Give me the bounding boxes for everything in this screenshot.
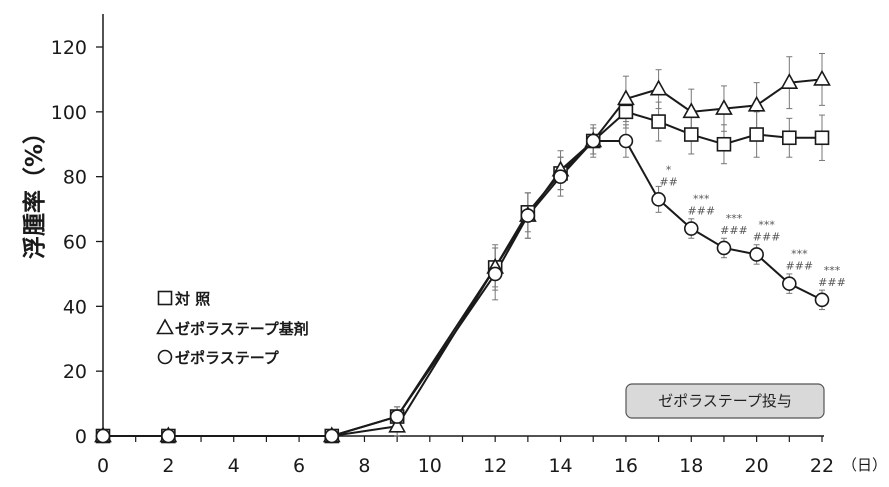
- data-point: [749, 127, 764, 142]
- data-point: [618, 133, 634, 149]
- data-point: [814, 130, 830, 146]
- data-point: [683, 221, 699, 236]
- legend-label: ゼポラステープ基剤: [175, 320, 309, 338]
- significance-hash: ###: [785, 260, 813, 273]
- significance-star: ***: [726, 212, 743, 225]
- significance-star: ***: [758, 218, 775, 231]
- x-tick-label: 18: [679, 455, 703, 477]
- x-tick-label: 4: [228, 455, 240, 477]
- significance-star: ***: [791, 248, 808, 261]
- significance-hash: ##: [659, 175, 677, 188]
- annotation-box-group: ゼポラステープ投与: [625, 383, 825, 419]
- x-tick-label: 0: [97, 455, 109, 477]
- legend-marker-circle: [157, 349, 173, 365]
- data-point: [683, 127, 699, 142]
- x-tick-label: 10: [418, 455, 442, 477]
- significance-marks: *##***###***### ***###***### ***###: [659, 163, 845, 288]
- y-tick-label: 100: [51, 102, 87, 124]
- data-point: [95, 428, 111, 444]
- axes: [96, 14, 824, 442]
- legend-label: 対 照: [174, 290, 210, 308]
- data-point: [780, 73, 799, 89]
- legend-marker-square: [157, 290, 173, 306]
- x-tick-label: 16: [614, 455, 638, 477]
- data-point: [651, 114, 666, 129]
- data-point: [487, 266, 503, 282]
- data-point: [749, 247, 764, 262]
- y-tick-label: 40: [63, 296, 87, 318]
- data-point: [813, 69, 831, 86]
- data-point: [324, 428, 340, 444]
- y-tick-label: 20: [63, 361, 87, 383]
- significance-hash: ###: [687, 205, 715, 218]
- x-tick-label: 12: [483, 455, 507, 477]
- y-tick-label: 0: [75, 426, 87, 448]
- legend-label: ゼポラステープ: [175, 349, 280, 367]
- significance-hash: ###: [753, 230, 781, 243]
- annotation-box: [625, 383, 825, 419]
- series-markers-circle: [95, 133, 830, 444]
- data-point: [520, 208, 536, 223]
- significance-hash: ###: [720, 224, 748, 237]
- data-point: [682, 102, 701, 119]
- legend-marker-triangle: [156, 318, 174, 335]
- data-point: [649, 79, 668, 96]
- data-point: [618, 104, 634, 120]
- significance-hash: ###: [818, 276, 846, 289]
- y-tick-labels: 0 20 40 60 80 100 120: [51, 37, 87, 448]
- x-axis-unit-label: （日）: [842, 456, 887, 474]
- annotation-box-text: ゼポラステープ投与: [658, 392, 792, 410]
- significance-star: ***: [824, 264, 841, 277]
- x-tick-label: 22: [810, 455, 834, 477]
- x-tick-label: 8: [358, 455, 370, 477]
- x-tick-label: 20: [745, 455, 769, 477]
- data-point: [389, 409, 405, 424]
- x-tick-label: 2: [162, 455, 174, 477]
- data-point: [388, 416, 406, 433]
- data-point: [585, 133, 601, 149]
- y-axis-label: 浮腫率（%）: [21, 121, 48, 259]
- data-point: [716, 136, 732, 152]
- x-tick-label: 6: [293, 455, 305, 477]
- data-point: [782, 130, 797, 146]
- data-point: [782, 276, 797, 291]
- series-layer: [94, 52, 831, 444]
- y-tick-label: 120: [51, 37, 87, 59]
- y-tick-label: 60: [63, 232, 87, 254]
- data-point: [715, 98, 733, 115]
- data-point: [716, 240, 732, 256]
- data-point: [814, 292, 830, 308]
- data-point: [617, 89, 635, 106]
- significance-star: *: [666, 163, 672, 176]
- data-point: [651, 192, 666, 207]
- significance-star: ***: [693, 193, 710, 206]
- y-tick-label: 80: [63, 167, 87, 189]
- data-point: [747, 95, 766, 112]
- data-point: [553, 169, 568, 184]
- x-tick-label: 14: [548, 455, 572, 477]
- series-line: [103, 78, 823, 437]
- x-tick-labels: 0 2 4 6 8 10 12 14 16 18 20 22: [97, 455, 834, 477]
- data-point: [161, 428, 176, 444]
